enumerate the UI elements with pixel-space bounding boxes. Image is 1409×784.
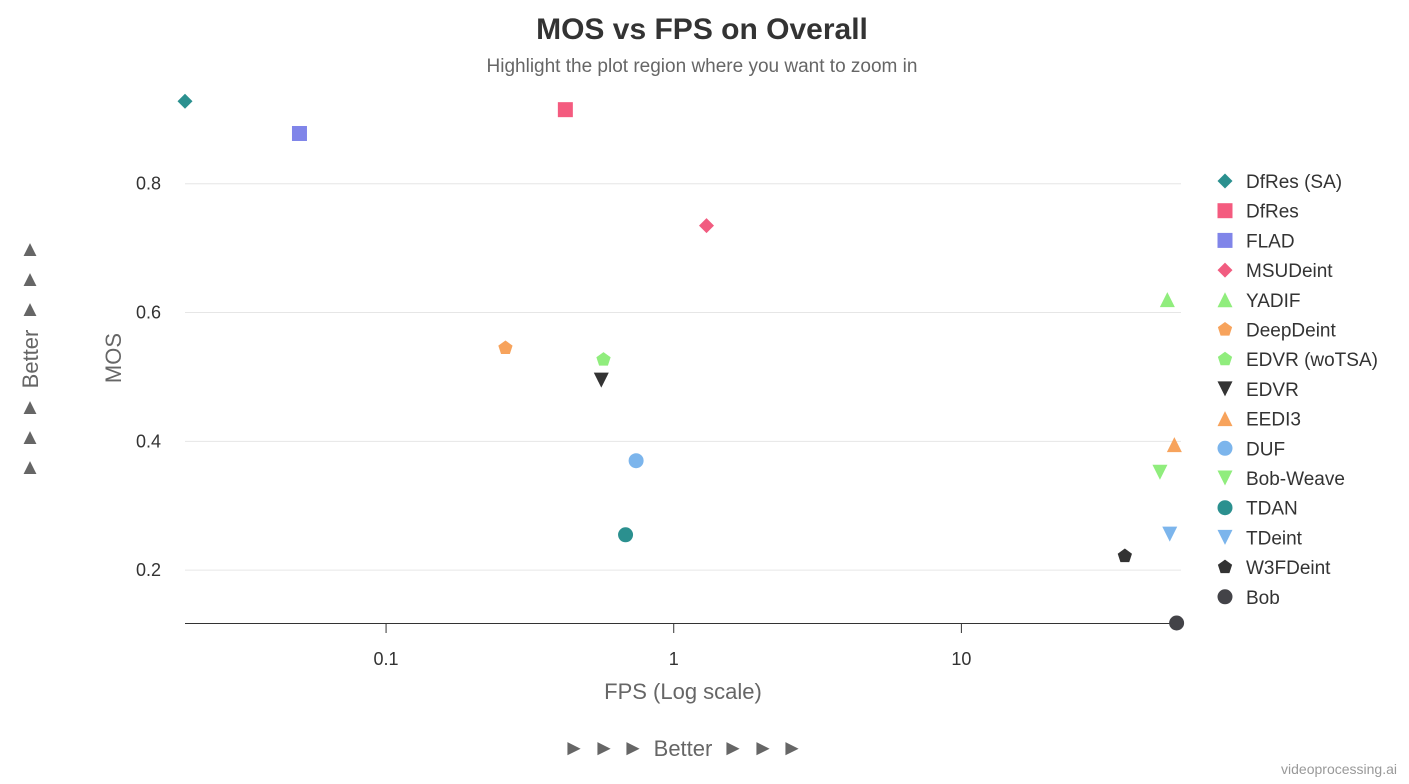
legend-symbol[interactable] [1217, 500, 1233, 516]
legend-label: DeepDeint [1246, 321, 1336, 342]
chart-subtitle: Highlight the plot region where you want… [487, 56, 918, 77]
y-tick-label: 0.4 [136, 431, 161, 451]
credit-link[interactable]: videoprocessing.ai [1281, 761, 1397, 777]
right-arrow-icon: ► [593, 735, 615, 760]
legend-symbol[interactable] [1217, 589, 1233, 605]
legend-symbol[interactable] [1217, 470, 1233, 486]
data-point[interactable] [699, 218, 715, 234]
legend-symbol[interactable] [1217, 262, 1233, 278]
data-point[interactable] [596, 352, 611, 366]
data-point[interactable] [291, 125, 307, 141]
legend-item[interactable]: YADIF [1217, 291, 1301, 312]
legend-label: EDVR [1246, 380, 1299, 401]
x-tick-label: 10 [951, 649, 971, 669]
legend-item[interactable]: MSUDeint [1217, 261, 1334, 282]
legend-label: DUF [1246, 439, 1285, 460]
legend-item[interactable]: TDeint [1217, 528, 1303, 549]
legend-item[interactable]: DfRes (SA) [1217, 172, 1343, 193]
x-tick-label: 0.1 [374, 649, 399, 669]
legend-label: DfRes (SA) [1246, 172, 1342, 193]
data-point[interactable] [628, 453, 644, 469]
legend-label: TDeint [1246, 528, 1303, 549]
better-y-label: Better [18, 330, 43, 389]
legend-symbol[interactable] [1217, 322, 1233, 336]
data-point[interactable] [1169, 615, 1185, 631]
up-arrow-icon: ▲ [19, 296, 41, 321]
legend-item[interactable]: EDVR (woTSA) [1217, 350, 1378, 371]
y-tick-label: 0.8 [136, 174, 161, 194]
right-arrow-icon: ► [752, 735, 774, 760]
legend-label: YADIF [1246, 291, 1301, 312]
data-point[interactable] [1166, 437, 1182, 453]
legend-symbol[interactable] [1217, 203, 1233, 219]
legend-item[interactable]: Bob [1217, 588, 1280, 609]
legend-label: FLAD [1246, 231, 1295, 252]
data-point[interactable] [1117, 548, 1132, 563]
data-point[interactable] [177, 93, 193, 109]
data-point[interactable] [498, 340, 513, 355]
up-arrow-icon: ▲ [19, 266, 41, 291]
legend[interactable]: DfRes (SA) DfRes FLAD MSUDeint YADIF DeepDein… [1217, 172, 1378, 609]
legend-item[interactable]: DUF [1217, 439, 1286, 460]
legend-label: TDAN [1246, 499, 1298, 520]
data-point[interactable] [1162, 526, 1178, 542]
better-x-indicator: Better ► ► ► ► ► ► [563, 735, 803, 761]
right-arrow-icon: ► [622, 735, 644, 760]
legend-label: W3FDeint [1246, 558, 1331, 579]
legend-label: EEDI3 [1246, 410, 1301, 431]
legend-item[interactable]: Bob-Weave [1217, 469, 1345, 490]
up-arrow-icon: ▲ [19, 454, 41, 479]
up-arrow-icon: ▲ [19, 424, 41, 449]
legend-symbol[interactable] [1217, 232, 1233, 248]
right-arrow-icon: ► [722, 735, 744, 760]
legend-symbol[interactable] [1217, 173, 1233, 189]
better-x-label: Better [654, 736, 713, 761]
y-tick-label: 0.6 [136, 303, 161, 323]
legend-symbol[interactable] [1217, 529, 1233, 545]
legend-item[interactable]: TDAN [1217, 499, 1298, 520]
chart-title: MOS vs FPS on Overall [536, 13, 868, 46]
legend-symbol[interactable] [1217, 440, 1233, 456]
legend-label: Bob [1246, 588, 1280, 609]
legend-item[interactable]: EEDI3 [1217, 410, 1301, 431]
right-arrow-icon: ► [781, 735, 803, 760]
legend-label: EDVR (woTSA) [1246, 350, 1378, 371]
legend-item[interactable]: DeepDeint [1217, 321, 1337, 342]
legend-item[interactable]: DfRes [1217, 202, 1299, 223]
x-tick-label: 1 [669, 649, 679, 669]
x-axis-title: FPS (Log scale) [604, 679, 762, 704]
better-y-indicator: Better ▲ ▲ ▲ ▲ ▲ ▲ [18, 236, 43, 479]
grid-lines [185, 183, 1181, 571]
legend-symbol[interactable] [1217, 411, 1233, 427]
legend-label: MSUDeint [1246, 261, 1333, 282]
legend-item[interactable]: EDVR [1217, 380, 1299, 401]
y-axis-title: MOS [101, 333, 126, 383]
data-point[interactable] [1159, 292, 1175, 308]
legend-symbol[interactable] [1217, 351, 1233, 366]
legend-item[interactable]: FLAD [1217, 231, 1295, 252]
legend-label: DfRes [1246, 202, 1299, 223]
right-arrow-icon: ► [563, 735, 585, 760]
data-point[interactable] [593, 372, 609, 388]
data-point[interactable] [1152, 464, 1168, 480]
y-tick-label: 0.2 [136, 560, 161, 580]
data-point[interactable] [557, 102, 573, 118]
legend-label: Bob-Weave [1246, 469, 1345, 490]
legend-symbol[interactable] [1217, 292, 1233, 308]
legend-symbol[interactable] [1217, 559, 1233, 574]
data-point[interactable] [618, 527, 634, 543]
up-arrow-icon: ▲ [19, 394, 41, 419]
data-points [177, 93, 1185, 631]
up-arrow-icon: ▲ [19, 236, 41, 261]
legend-item[interactable]: W3FDeint [1217, 558, 1331, 579]
legend-symbol[interactable] [1217, 381, 1233, 397]
axes: 0.2 0.4 0.6 0.8 0.1 1 10 [136, 174, 1181, 669]
